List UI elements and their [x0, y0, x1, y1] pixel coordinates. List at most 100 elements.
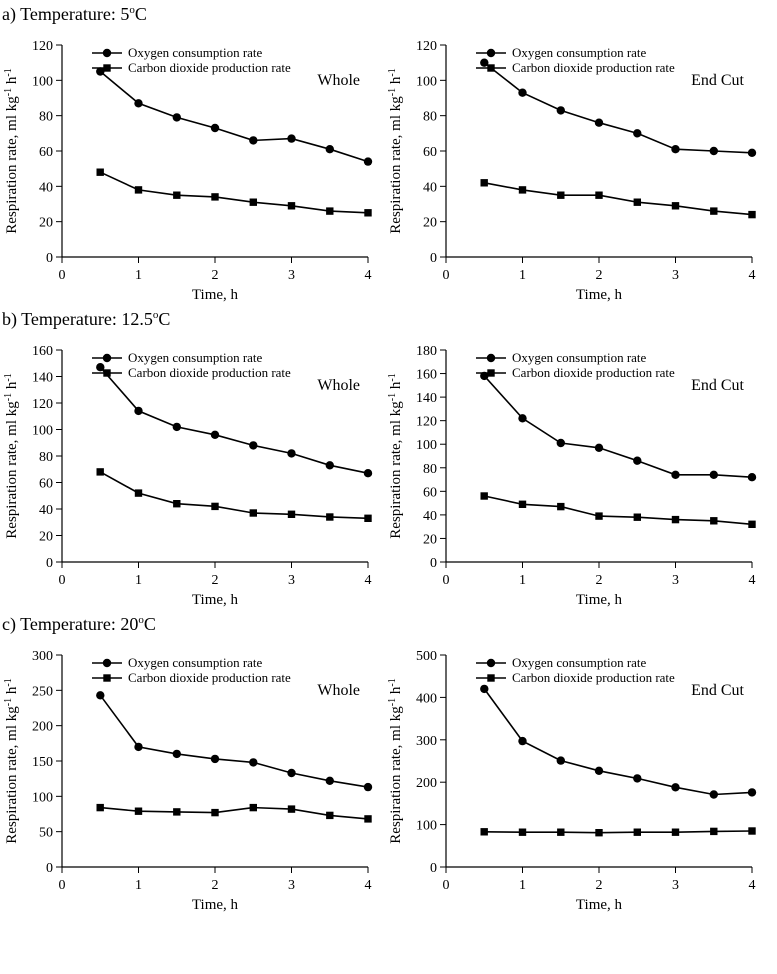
- y-tick-label: 140: [32, 371, 53, 386]
- x-tick-label: 2: [212, 268, 219, 283]
- panel-row: 02040608010012014016001234Time, hRespira…: [0, 330, 777, 610]
- x-tick-label: 2: [212, 878, 219, 893]
- o2-marker: [96, 691, 104, 699]
- panel-label: Whole: [317, 377, 360, 394]
- co2-marker: [710, 207, 717, 214]
- co2-marker: [519, 186, 526, 193]
- y-tick-label: 20: [423, 216, 437, 231]
- panel-label: End Cut: [691, 377, 744, 394]
- co2-marker: [672, 516, 679, 523]
- o2-marker: [480, 59, 488, 67]
- o2-marker: [710, 147, 718, 155]
- co2-marker: [595, 192, 602, 199]
- o2-marker: [710, 471, 718, 479]
- co2-marker: [634, 514, 641, 521]
- x-tick-label: 4: [365, 878, 372, 893]
- chart-wrap: 02040608010012001234Time, hRespiration r…: [384, 25, 764, 305]
- y-tick-label: 80: [423, 462, 437, 477]
- o2-marker: [557, 756, 565, 764]
- y-tick-label: 200: [416, 776, 437, 791]
- chart: 05010015020025030001234Time, hRespiratio…: [0, 635, 380, 915]
- co2-marker: [173, 192, 180, 199]
- y-tick-label: 250: [32, 684, 53, 699]
- x-tick-label: 3: [288, 573, 295, 588]
- y-tick-label: 20: [39, 216, 53, 231]
- y-tick-label: 0: [46, 251, 53, 266]
- o2-marker: [249, 441, 257, 449]
- panel-label: End Cut: [691, 682, 744, 699]
- o2-marker: [287, 769, 295, 777]
- o2-marker: [134, 407, 142, 415]
- legend-label-co2: Carbon dioxide production rate: [512, 60, 675, 75]
- y-tick-label: 100: [416, 438, 437, 453]
- y-tick-label: 60: [423, 145, 437, 160]
- o2-marker: [748, 788, 756, 796]
- o2-marker: [671, 145, 679, 153]
- co2-marker: [173, 500, 180, 507]
- x-axis-label: Time, h: [192, 592, 239, 608]
- x-axis-label: Time, h: [192, 287, 239, 303]
- chart-wrap: 02040608010012001234Time, hRespiration r…: [0, 25, 380, 305]
- y-tick-label: 150: [32, 755, 53, 770]
- co2-marker: [288, 805, 295, 812]
- o2-marker: [710, 790, 718, 798]
- x-tick-label: 1: [519, 268, 526, 283]
- x-tick-label: 0: [443, 573, 450, 588]
- o2-marker: [249, 136, 257, 144]
- panel-row: 02040608010012001234Time, hRespiration r…: [0, 25, 777, 305]
- o2-marker: [326, 461, 334, 469]
- x-tick-label: 0: [443, 878, 450, 893]
- x-tick-label: 4: [749, 878, 756, 893]
- y-tick-label: 300: [416, 734, 437, 749]
- chart: 02040608010012001234Time, hRespiration r…: [0, 25, 380, 305]
- x-tick-label: 0: [59, 268, 66, 283]
- x-axis-label: Time, h: [576, 897, 623, 913]
- legend-marker-co2: [103, 674, 110, 681]
- o2-marker: [173, 423, 181, 431]
- y-tick-label: 400: [416, 691, 437, 706]
- legend-label-o2: Oxygen consumption rate: [128, 655, 263, 670]
- co2-marker: [97, 804, 104, 811]
- section-title: c) Temperature: 20oC: [0, 610, 777, 635]
- legend-label-o2: Oxygen consumption rate: [128, 350, 263, 365]
- o2-marker: [518, 737, 526, 745]
- co2-marker: [364, 209, 371, 216]
- legend-marker-o2: [103, 49, 111, 57]
- x-tick-label: 3: [672, 573, 679, 588]
- y-tick-label: 40: [39, 180, 53, 195]
- y-tick-label: 20: [39, 530, 53, 545]
- y-tick-label: 40: [39, 503, 53, 518]
- co2-marker: [481, 179, 488, 186]
- o2-marker: [326, 777, 334, 785]
- o2-marker: [364, 783, 372, 791]
- co2-marker: [595, 512, 602, 519]
- o2-marker: [748, 473, 756, 481]
- co2-marker: [97, 468, 104, 475]
- legend-label-co2: Carbon dioxide production rate: [128, 670, 291, 685]
- legend-marker-co2: [487, 369, 494, 376]
- co2-marker: [481, 492, 488, 499]
- legend-label-co2: Carbon dioxide production rate: [512, 670, 675, 685]
- x-tick-label: 1: [519, 573, 526, 588]
- y-tick-label: 300: [32, 649, 53, 664]
- panel-label: Whole: [317, 682, 360, 699]
- o2-marker: [557, 439, 565, 447]
- o2-marker: [595, 119, 603, 127]
- y-tick-label: 100: [32, 790, 53, 805]
- co2-marker: [519, 829, 526, 836]
- co2-marker: [135, 186, 142, 193]
- x-tick-label: 4: [749, 573, 756, 588]
- legend-marker-co2: [487, 64, 494, 71]
- o2-marker: [287, 449, 295, 457]
- chart: 02040608010012014016018001234Time, hResp…: [384, 330, 764, 610]
- co2-marker: [364, 815, 371, 822]
- x-tick-label: 2: [596, 268, 603, 283]
- o2-marker: [173, 750, 181, 758]
- y-axis-label: Respiration rate, ml kg-1 h-1: [3, 373, 21, 538]
- x-tick-label: 0: [59, 573, 66, 588]
- y-tick-label: 60: [39, 477, 53, 492]
- chart: 02040608010012014016001234Time, hRespira…: [0, 330, 380, 610]
- y-tick-label: 60: [39, 145, 53, 160]
- chart-wrap: 02040608010012014016018001234Time, hResp…: [384, 330, 764, 610]
- x-tick-label: 3: [288, 878, 295, 893]
